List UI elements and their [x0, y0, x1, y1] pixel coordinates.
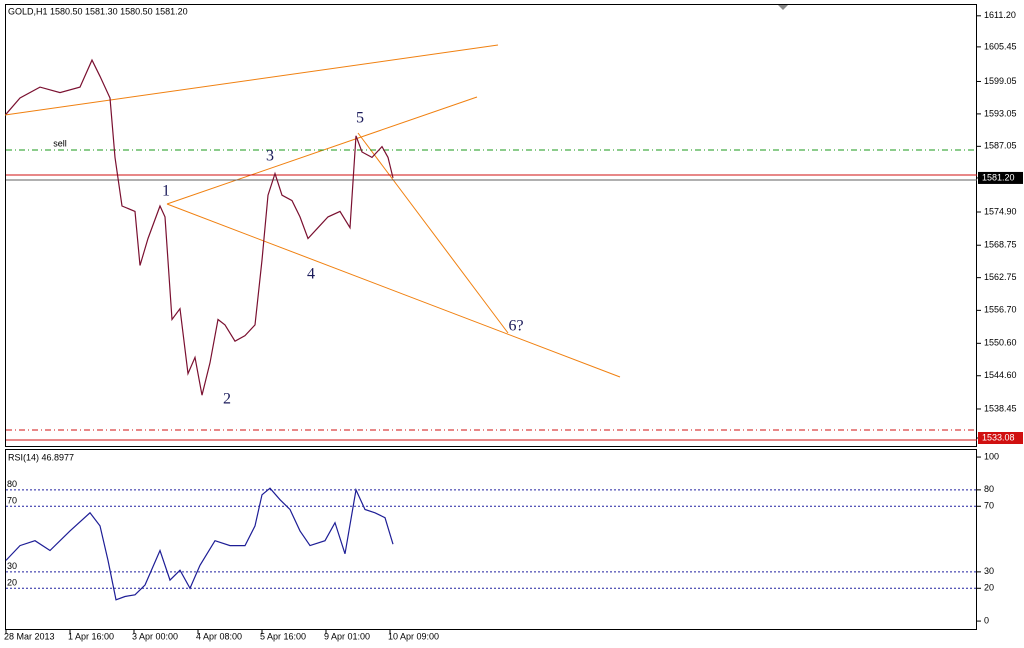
annotation: sell	[53, 138, 67, 148]
y-tick-label: 1544.60	[984, 370, 1017, 380]
series-line	[5, 58, 394, 396]
y-tick-label: 1556.70	[984, 305, 1017, 315]
price-tag	[978, 171, 1023, 184]
y-tick-label: 1568.75	[984, 240, 1017, 250]
y-tick-label: 1562.75	[984, 272, 1017, 282]
y-tick-label: 1605.45	[984, 41, 1017, 51]
series-line	[5, 487, 394, 601]
y-tick-label: 1587.05	[984, 141, 1017, 151]
level-label: 30	[7, 561, 17, 571]
level-label: 70	[7, 496, 17, 506]
x-tick-label: 4 Apr 08:00	[196, 631, 242, 641]
rsi-frame	[5, 449, 977, 630]
shift-marker	[778, 5, 788, 10]
y-tick-label: 1599.05	[984, 76, 1017, 86]
annotation: 2	[223, 391, 231, 408]
y-tick-label: 0	[984, 615, 989, 625]
annotation: 3	[266, 148, 274, 165]
y-tick-label: 100	[984, 451, 999, 461]
x-tick-label: 5 Apr 16:00	[260, 631, 306, 641]
y-tick-label: 1538.45	[984, 403, 1017, 413]
y-tick-label: 1574.90	[984, 206, 1017, 216]
x-tick-label: 28 Mar 2013	[4, 631, 55, 641]
chart-title: GOLD,H1 1580.50 1581.30 1580.50 1581.20	[8, 6, 188, 16]
level-label: 20	[7, 578, 17, 588]
annotation: 5	[356, 110, 364, 127]
y-tick-label: 1533.08	[982, 432, 1015, 442]
x-tick-label: 3 Apr 00:00	[132, 631, 178, 641]
price-frame	[5, 4, 977, 447]
x-tick-label: 1 Apr 16:00	[68, 631, 114, 641]
level-label: 80	[7, 479, 17, 489]
y-tick-label: 1550.60	[984, 338, 1017, 348]
annotation: 4	[307, 266, 315, 283]
y-tick-label: 1593.05	[984, 108, 1017, 118]
y-tick-label: 1581.20	[982, 172, 1015, 182]
y-tick-label: 30	[984, 566, 994, 576]
x-tick-label: 10 Apr 09:00	[388, 631, 439, 641]
price-tag	[978, 432, 1023, 445]
rsi-title: RSI(14) 46.8977	[8, 452, 74, 462]
y-tick-label: 70	[984, 501, 994, 511]
x-tick-label: 9 Apr 01:00	[324, 631, 370, 641]
annotation: 6?	[508, 318, 523, 335]
y-tick-label: 1611.20	[984, 10, 1016, 20]
y-tick-label: 80	[984, 484, 994, 494]
trend-lines	[4, 44, 621, 378]
annotation: 1	[162, 183, 170, 200]
y-tick-label: 20	[984, 583, 994, 593]
